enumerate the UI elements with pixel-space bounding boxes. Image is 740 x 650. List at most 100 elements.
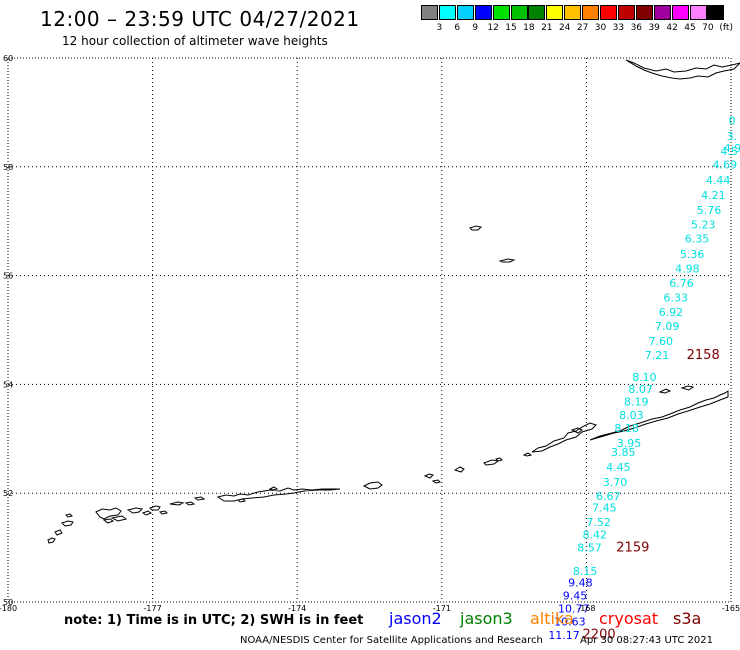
swh-value-label: 5.76 [697,204,722,217]
lat-lon-grid [7,57,732,603]
swh-value-label: 7.45 [592,501,617,514]
satellite-legend-jason3: jason3 [460,609,513,628]
swh-value-label: 8.57 [577,542,602,555]
colorbar-swatch [707,5,725,20]
colorbar-swatch [510,5,528,20]
colorbar-swatch [653,5,671,20]
colorbar-swatch [528,5,546,20]
colorbar-swatch [600,5,617,20]
pass-time-label: 2158 [687,348,720,363]
colorbar-swatch [564,5,582,20]
colorbar-tick-label: 45 [684,23,696,33]
colorbar-tick-label: 42 [666,23,678,33]
longitude-tick-label: -165 [722,604,740,613]
colorbar-tick-label: 33 [612,23,625,33]
swh-value-label: 8.42 [583,529,608,542]
swh-value-label: 11.17 [548,629,580,642]
alaska-peninsula [589,385,729,441]
swh-value-label: 7.21 [645,349,670,362]
swh-value-label: 6.67 [596,490,621,503]
swh-value-label: 6.35 [685,233,710,246]
colorbar-swatch [421,5,438,20]
latitude-tick-label: 50 [3,598,13,607]
latitude-tick-label: 60 [3,54,13,63]
swh-value-label: 7.09 [655,320,680,333]
colorbar-tick-label: 6 [454,23,461,33]
colorbar-tick-label: 9 [472,23,479,33]
swh-value-label: 8.18 [614,422,639,435]
swh-observations: 0 3.4.934.54.69 4.44 4.21 5.765.23 6.35 5.36 4.… [548,115,740,643]
swh-value-label: 8.10 [632,371,657,384]
colorbar-swatch [617,5,635,20]
satellite-legend-jason2: jason2 [389,609,442,628]
swh-value-label: 3.85 [611,446,636,459]
colorbar-swatch [546,5,564,20]
swh-value-label: 10.77 [558,603,590,616]
map-title: 12:00 – 23:59 UTC 04/27/2021 [40,7,360,31]
pass-time-label: 2159 [616,541,649,556]
footer-timestamp: Apr 30 08:27:43 UTC 2021 [580,635,713,646]
latitude-tick-label: 56 [3,272,13,281]
satellite-legend-s3a: s3a [673,609,702,628]
swh-value-label: 7.60 [649,335,674,348]
swh-value-label: 6.92 [659,306,684,319]
pass-time-label: 2200 [583,628,616,643]
swh-value-label: 9.45 [563,589,588,602]
colorbar-swatch [582,5,600,20]
swh-value-label: 6.33 [664,291,689,304]
colorbar-swatch [492,5,510,20]
satellite-legend-cryosat: cryosat [599,609,659,628]
colorbar-swatch [456,5,474,20]
longitude-tick-label: -168 [577,604,595,613]
swh-value-label: 8.07 [628,383,653,396]
colorbar-tick-label: 18 [523,23,535,33]
andreanof-islands [362,452,533,490]
swh-value-label: 4.93 [724,142,740,155]
longitude-tick-label: -180 [0,604,17,613]
swh-value-label: 8.15 [573,565,598,578]
coastline [47,59,740,544]
swh-value-label: 10.63 [554,616,586,629]
colorbar-tick-label: 3 [436,23,443,33]
swh-value-label: 5.36 [680,248,705,261]
swh-value-label: 4.45 [606,461,631,474]
latitude-tick-label: 58 [3,163,13,172]
swh-value-label: 3. [727,130,738,143]
swh-value-label: 7.52 [586,516,611,529]
satellite-legend-altika: altika [530,609,574,628]
colorbar-tick-label: 30 [594,23,607,33]
swh-value-label: 4.69 [713,159,738,172]
swh-value-label: 9.48 [568,576,593,589]
longitude-tick-label: -171 [433,604,451,613]
colorbar-tick-label: 36 [630,23,643,33]
colorbar-tick-label: 24 [558,23,571,33]
latitude-tick-label: 54 [3,380,13,389]
map-frame [7,57,732,603]
map-subtitle: 12 hour collection of altimeter wave hei… [62,34,328,48]
colorbar-tick-label: 27 [576,23,589,33]
swh-value-label: 3.70 [603,476,628,489]
colorbar-tick-label: 21 [541,23,553,33]
colorbar-swatch [474,5,492,20]
swh-value-label: 3.95 [617,437,642,450]
longitude-tick-label: -174 [288,604,306,613]
mainland-coast-north [625,59,740,80]
footer-credit: NOAA/NESDIS Center for Satellite Applica… [240,635,543,646]
colorbar-tick-label: 39 [648,23,660,33]
colorbar-swatch [671,5,689,20]
swh-value-label: 4.21 [701,189,726,202]
colorbar-tick-label: 70 [702,23,714,33]
swh-value-label: 8.03 [619,409,644,422]
axis-labels: -180 -177 -174 -171 -168 -165 50 52 54 56 58 60 [0,54,740,613]
swh-value-label: 0 [729,115,736,128]
swh-value-label: 4.98 [675,263,700,276]
longitude-tick-label: -177 [144,604,162,613]
swh-value-label: 6.76 [669,277,694,290]
swh-value-label: 8.19 [624,395,649,408]
aleutian-islands-central [216,486,341,503]
colorbar-swatch [438,5,456,20]
latitude-tick-label: 52 [3,489,13,498]
swh-value-label: 5.23 [691,218,716,231]
swh-value-label: 4.5 [720,145,738,158]
